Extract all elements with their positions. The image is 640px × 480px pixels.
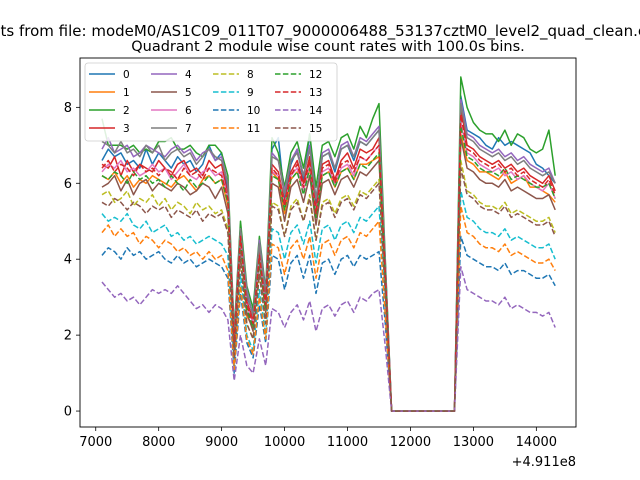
legend-label-13: 13 xyxy=(309,87,322,99)
legend-label-5: 5 xyxy=(185,87,192,99)
series-line-8 xyxy=(101,159,556,412)
series-line-5 xyxy=(101,136,556,412)
x-tick-label: 10000 xyxy=(264,435,305,450)
legend-label-9: 9 xyxy=(247,87,254,99)
legend-label-14: 14 xyxy=(309,105,323,117)
series-line-1 xyxy=(101,133,556,412)
x-tick-label: 12000 xyxy=(390,435,431,450)
series-line-9 xyxy=(101,190,556,412)
x-tick-label: 11000 xyxy=(327,435,368,450)
x-axis-ticks: 7000 8000 9000 10000 11000 12000 13000 14000 xyxy=(79,427,557,450)
legend-label-10: 10 xyxy=(247,105,260,117)
series-line-13 xyxy=(101,114,556,412)
x-tick-label: 8000 xyxy=(142,435,175,450)
legend-label-8: 8 xyxy=(247,69,254,81)
legend-label-0: 0 xyxy=(123,69,130,81)
series-line-12 xyxy=(101,125,556,412)
y-tick-label: 2 xyxy=(64,329,72,344)
series-line-3 xyxy=(101,106,556,412)
legend-label-6: 6 xyxy=(185,105,192,117)
plot-frame xyxy=(79,57,577,428)
legend-label-11: 11 xyxy=(247,123,260,135)
legend-box xyxy=(84,62,338,142)
y-tick-label: 0 xyxy=(64,405,72,420)
x-tick-label: 13000 xyxy=(453,435,494,450)
legend-label-3: 3 xyxy=(123,123,130,135)
legend-label-4: 4 xyxy=(185,69,192,81)
legend-label-7: 7 xyxy=(185,123,192,135)
y-tick-label: 6 xyxy=(64,177,72,192)
legend-label-12: 12 xyxy=(309,69,322,81)
x-tick-label: 9000 xyxy=(205,435,238,450)
x-tick-label: 14000 xyxy=(516,435,557,450)
series-line-10 xyxy=(101,235,556,412)
chart-title: Quadrant 2 module wise count rates with … xyxy=(131,39,525,55)
figure-suptitle: Plots from file: modeM0/AS1C09_011T07_90… xyxy=(0,22,640,40)
x-tick-label: 7000 xyxy=(79,435,112,450)
legend-label-1: 1 xyxy=(123,87,130,99)
legend-label-2: 2 xyxy=(123,105,130,117)
series-layer xyxy=(101,76,556,412)
y-axis-ticks: 0 2 4 6 8 xyxy=(64,101,80,420)
series-line-4 xyxy=(101,99,556,412)
x-offset-label: +4.911e8 xyxy=(512,455,576,470)
series-line-11 xyxy=(101,205,556,412)
series-line-7 xyxy=(101,102,556,412)
legend-label-15: 15 xyxy=(309,123,322,135)
y-tick-label: 4 xyxy=(64,253,72,268)
y-tick-label: 8 xyxy=(64,101,72,116)
series-line-15 xyxy=(101,167,556,412)
series-line-6 xyxy=(101,121,556,412)
series-line-14 xyxy=(101,266,556,412)
